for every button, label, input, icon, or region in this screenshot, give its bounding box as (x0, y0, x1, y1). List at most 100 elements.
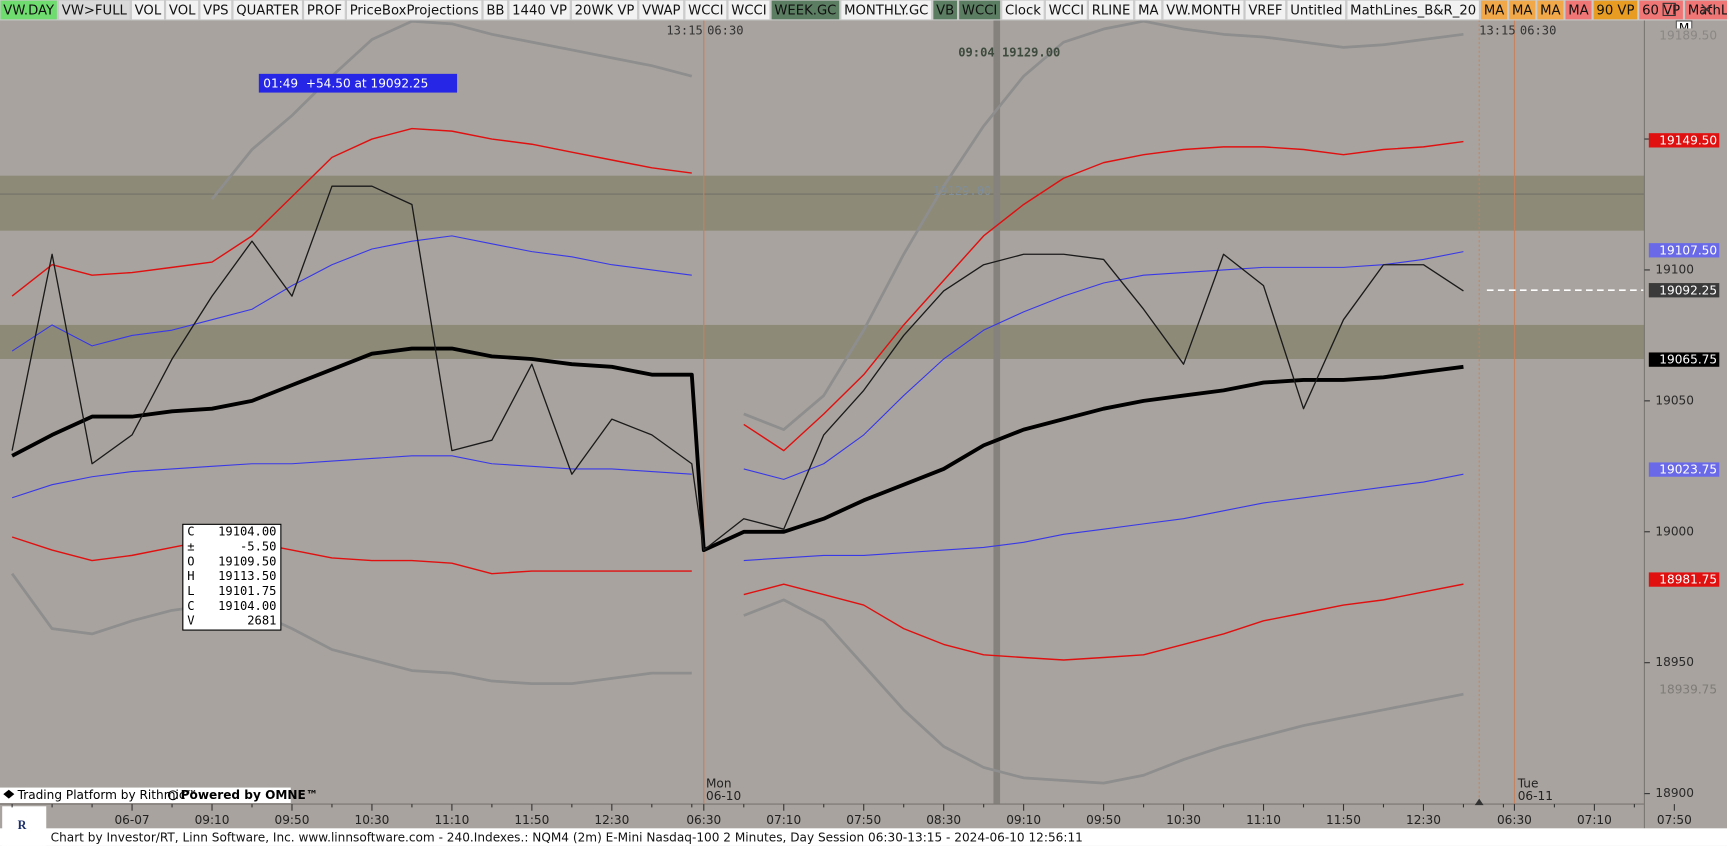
toolbar-button-label[interactable]: 60 VP (1642, 4, 1680, 19)
series-line (11, 455, 1464, 562)
toolbar-button[interactable] (1044, 0, 1088, 21)
session-label: 13:15 (666, 23, 702, 37)
reference-label: 19129.00 (933, 184, 991, 198)
toolbar-button[interactable] (1134, 0, 1163, 21)
toolbar-button-label[interactable]: 90 VP (1596, 4, 1634, 19)
toolbar-button-label[interactable]: VW.MONTH (1166, 4, 1240, 19)
toolbar-button-label[interactable]: 1440 VP (512, 4, 567, 19)
toolbar-button[interactable] (482, 0, 509, 21)
price-tag (1648, 283, 1720, 298)
toolbar-button-label[interactable]: VWAP (642, 4, 680, 19)
toolbar-button[interactable] (770, 0, 841, 21)
x-tick-label: 07:50 (846, 813, 881, 827)
y-tick-label: 19100 (1655, 262, 1694, 276)
toolbar-button-label[interactable]: Clock (1005, 4, 1041, 19)
toolbar-button-label[interactable]: MA (1484, 4, 1504, 19)
toolbar-button[interactable] (932, 0, 959, 21)
toolbar-button[interactable] (1564, 0, 1593, 21)
toolbar-button-label[interactable]: PROF (307, 4, 342, 19)
toolbar-button-label[interactable]: VOL (169, 4, 196, 19)
y-tick-label: 18900 (1655, 786, 1694, 800)
toolbar-button[interactable] (345, 0, 483, 21)
toolbar-button-label[interactable]: VOL (135, 4, 162, 19)
toolbar-button-label[interactable]: WCCI (962, 4, 997, 19)
toolbar-button[interactable] (1346, 0, 1480, 21)
toolbar-button-label[interactable]: MA (1138, 4, 1158, 19)
toolbar-button-label[interactable]: VW.DAY (3, 4, 55, 19)
toolbar-button-label[interactable]: MONTHLY.GC (844, 4, 928, 19)
toolbar-button[interactable] (1087, 0, 1135, 21)
x-tick-label: 11:50 (1326, 813, 1361, 827)
toolbar-button-label[interactable]: MA (1568, 4, 1588, 19)
toolbar-button[interactable] (303, 0, 346, 21)
price-tag-label: 19149.50 (1659, 133, 1717, 147)
toolbar-button[interactable] (1508, 0, 1537, 21)
toolbar-button-label[interactable]: Untitled (1290, 4, 1342, 19)
toolbar-button-label[interactable]: WCCI (688, 4, 723, 19)
session-label: 06:30 (1520, 23, 1556, 37)
session-label: 13:15 (1479, 23, 1515, 37)
series-line (11, 185, 1464, 551)
toolbar-button[interactable] (1244, 0, 1287, 21)
toolbar-button-label[interactable]: WCCI (731, 4, 766, 19)
toolbar-button-label[interactable]: MA (1540, 4, 1560, 19)
price-tag (1648, 682, 1720, 697)
close-icon[interactable] (1701, 3, 1713, 15)
toolbar-button[interactable] (199, 0, 233, 21)
toolbar-button-label[interactable]: 20WK VP (575, 4, 635, 19)
x-tick-label: 11:10 (434, 813, 469, 827)
toolbar-button-label[interactable]: WEEK.GC (774, 4, 836, 19)
toolbar-button-label[interactable]: VB (936, 4, 954, 19)
toolbar-button[interactable] (1162, 0, 1245, 21)
toolbar-button-label[interactable]: VREF (1248, 4, 1282, 19)
info-value: 19104.00 (218, 525, 276, 539)
toolbar-button[interactable] (165, 0, 200, 21)
toolbar-button-label[interactable]: PriceBoxProjections (350, 4, 479, 19)
toolbar-button-label[interactable]: VPS (203, 4, 228, 19)
info-key: H (187, 569, 194, 583)
toolbar-button[interactable] (1286, 0, 1347, 21)
toolbar-button[interactable] (57, 0, 131, 21)
series-line (210, 19, 1464, 431)
toolbar-button[interactable] (1592, 0, 1639, 21)
restore-icon[interactable] (1662, 2, 1676, 17)
toolbar-button-label[interactable]: QUARTER (236, 4, 299, 19)
x-tick-label: 12:30 (1406, 813, 1441, 827)
toolbar-button[interactable] (638, 0, 685, 21)
toolbar-button[interactable] (1536, 0, 1565, 21)
price-tag-label: 19023.75 (1659, 463, 1717, 477)
x-tick-label: 10:30 (1166, 813, 1201, 827)
x-tick-label: 09:10 (1006, 813, 1041, 827)
toolbar-button[interactable] (727, 0, 771, 21)
toolbar-button-label[interactable]: MathLines_B&R_20 (1350, 4, 1476, 19)
info-box: C 19104.00 ± -5.50 O 19109.50 H 19113.50 L 19101.… (182, 523, 282, 631)
toolbar-buttons: VW.DAY VW>FULL VOL VOL VPS QUARTER PROF PriceBo… (0, 0, 1727, 21)
toolbar-button[interactable] (840, 0, 933, 21)
toolbar-button[interactable] (958, 0, 1002, 21)
toolbar-button-label[interactable]: MA (1512, 4, 1532, 19)
toolbar-button[interactable] (232, 0, 304, 21)
toolbar-button-label[interactable]: BB (486, 4, 504, 19)
toolbar-button[interactable] (684, 0, 728, 21)
toolbar-button-label[interactable]: WCCI (1049, 4, 1084, 19)
series-line (11, 127, 1464, 452)
info-key: C (187, 525, 194, 539)
toolbar-button[interactable] (508, 0, 571, 21)
series-line (11, 536, 1464, 661)
toolbar-button-label[interactable]: VW>FULL (62, 4, 128, 19)
price-tag-label: 19092.25 (1659, 283, 1717, 297)
x-tick-label: 09:50 (1086, 813, 1121, 827)
toolbar-button[interactable] (1001, 0, 1045, 21)
price-tag (1648, 243, 1720, 258)
price-tag (1648, 133, 1720, 148)
toolbar-button-label[interactable]: RLINE (1092, 4, 1131, 19)
toolbar-button[interactable] (1479, 0, 1509, 21)
session-label: 06:30 (707, 23, 743, 37)
toolbar-button[interactable] (130, 0, 166, 21)
y-tick-label: 18950 (1655, 655, 1694, 669)
info-value: 19113.50 (218, 569, 276, 583)
toolbar-button[interactable] (570, 0, 639, 21)
toolbar-button[interactable] (0, 0, 58, 21)
